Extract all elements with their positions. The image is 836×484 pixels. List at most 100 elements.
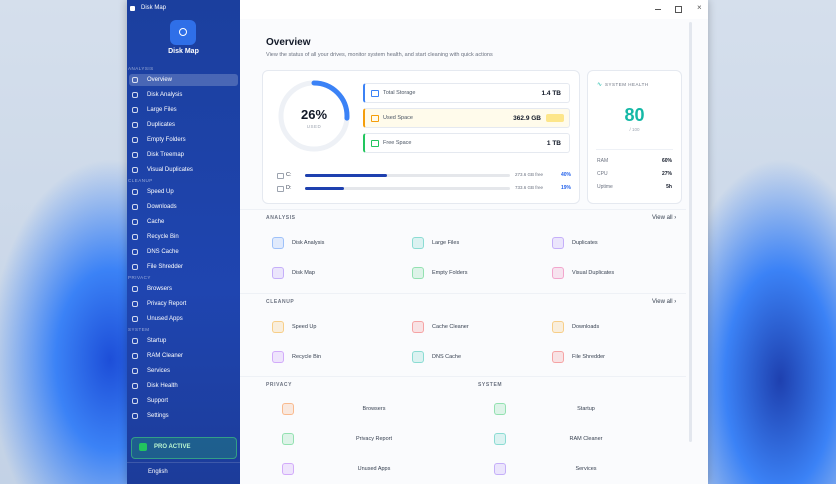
view-all-link[interactable]: View all › [652,215,677,221]
nav-label: Support [147,397,169,404]
nav-item[interactable]: Browsers [129,283,238,295]
nav-item[interactable]: Disk Health [129,380,238,392]
app-window: Disk Map Disk Map PRO ACTIVE English ANA… [127,0,708,484]
nav-label: Downloads [147,203,177,210]
sidebar: Disk Map Disk Map PRO ACTIVE English ANA… [127,0,240,484]
nav-item[interactable]: Downloads [129,201,238,213]
language[interactable]: English [148,469,168,475]
storage-icon [371,115,379,122]
nav-icon [132,152,138,158]
quick-action[interactable]: Services [486,461,676,477]
section-divider [240,376,686,377]
nav-item[interactable]: Overview [129,74,238,86]
nav-section-label: PRIVACY [128,275,151,280]
quick-action[interactable]: Visual Duplicates [552,265,682,281]
quick-action[interactable]: Large Files [412,235,542,251]
nav-item[interactable]: Disk Analysis [129,89,238,101]
health-stat-label: Uptime [597,184,613,190]
quick-action[interactable]: Unused Apps [274,461,464,477]
nav-section-label: ANALYSIS [128,66,154,71]
usage-donut [278,80,350,152]
storage-value: 1.4 TB [541,89,561,97]
quick-action[interactable]: Speed Up [272,319,402,335]
title-bar: × [240,0,708,19]
nav-item[interactable]: File Shredder [129,261,238,273]
action-icon [552,237,564,249]
nav-icon [132,353,138,359]
action-icon [272,321,284,333]
health-stat-value: 60% [661,158,672,164]
nav-item[interactable]: Speed Up [129,186,238,198]
donut-arc [278,80,350,152]
quick-action[interactable]: Empty Folders [412,265,542,281]
close-button[interactable]: × [697,3,702,12]
nav-item[interactable]: Support [129,395,238,407]
action-label: DNS Cache [432,354,462,360]
nav-icon [132,301,138,307]
nav-icon [132,204,138,210]
page-subtitle: View the status of all your drives, moni… [266,52,493,58]
action-label: Startup [577,406,595,412]
nav-item[interactable]: Services [129,365,238,377]
storage-label: Free Space [383,140,412,146]
nav-item[interactable]: Large Files [129,104,238,116]
quick-action[interactable]: Startup [486,401,676,417]
quick-action[interactable]: DNS Cache [412,349,542,365]
nav-label: Browsers [147,285,173,292]
quick-action[interactable]: Disk Analysis [272,235,402,251]
nav-item[interactable]: RAM Cleaner [129,350,238,362]
nav-item[interactable]: Startup [129,335,238,347]
nav-label: File Shredder [147,263,184,270]
quick-action[interactable]: File Shredder [552,349,682,365]
minimize-button[interactable] [655,9,661,10]
health-card: ∿ SYSTEM HEALTH 80 / 100 RAM 60% CPU 27% Uptime 5… [587,70,682,204]
action-label: Speed Up [292,324,317,330]
quick-action[interactable]: Recycle Bin [272,349,402,365]
action-icon [272,237,284,249]
action-label: Browsers [362,406,386,412]
action-label: Disk Analysis [292,240,325,246]
nav-icon [132,338,138,344]
quick-action[interactable]: Disk Map [272,265,402,281]
nav-item[interactable]: Recycle Bin [129,231,238,243]
section-divider [240,209,686,210]
nav-label: Large Files [147,106,177,113]
drive-track [305,187,510,190]
nav-icon [132,286,138,292]
nav-item[interactable]: DNS Cache [129,246,238,258]
storage-badge [546,114,564,122]
nav-item[interactable]: Unused Apps [129,313,238,325]
health-stat-label: CPU [597,171,608,177]
action-icon [412,237,424,249]
nav-label: Cache [147,218,165,225]
quick-action[interactable]: Browsers [274,401,464,417]
nav-item[interactable]: Cache [129,216,238,228]
quick-action[interactable]: RAM Cleaner [486,431,676,447]
nav-icon [132,77,138,83]
nav-item[interactable]: Duplicates [129,119,238,131]
storage-icon [371,140,379,147]
action-label: File Shredder [572,354,606,360]
nav-label: Privacy Report [147,300,187,307]
nav-section-label: SYSTEM [128,327,150,332]
nav-item[interactable]: Empty Folders [129,134,238,146]
action-label: Visual Duplicates [572,270,615,276]
action-icon [552,267,564,279]
scrollbar[interactable] [689,22,692,442]
quick-action[interactable]: Privacy Report [274,431,464,447]
health-stat-label: RAM [597,158,609,164]
nav-item[interactable]: Disk Treemap [129,149,238,161]
nav-icon [132,107,138,113]
maximize-button[interactable] [675,6,682,13]
quick-action[interactable]: Downloads [552,319,682,335]
action-icon [282,433,294,445]
quick-action[interactable]: Duplicates [552,235,682,251]
action-label: Disk Map [292,270,315,276]
nav-item[interactable]: Visual Duplicates [129,164,238,176]
quick-action[interactable]: Cache Cleaner [412,319,542,335]
app-name: Disk Map [168,48,199,55]
nav-item[interactable]: Privacy Report [129,298,238,310]
nav-item[interactable]: Settings [129,410,238,422]
view-all-link[interactable]: View all › [652,299,677,305]
